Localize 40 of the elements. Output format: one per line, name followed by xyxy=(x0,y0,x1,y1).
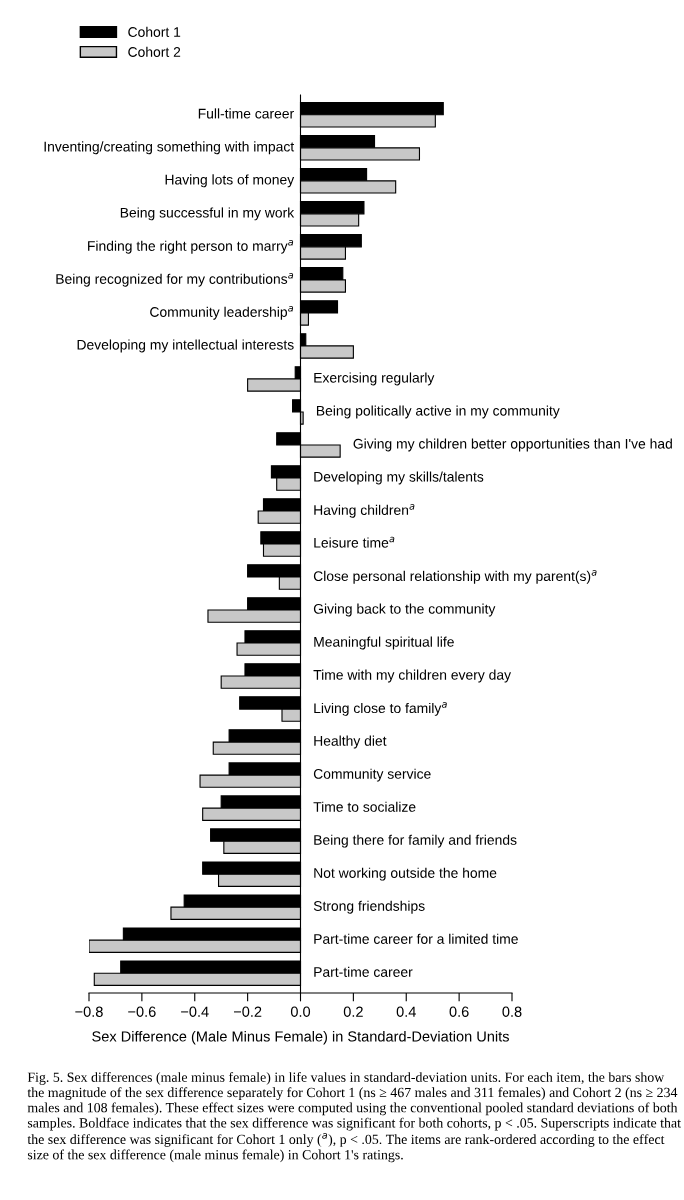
legend-label: Cohort 1 xyxy=(128,26,181,37)
y-tick-label: Inventing/creating something with impact xyxy=(44,141,295,155)
y-tick-label: Part-time career xyxy=(314,966,413,977)
y-tick-label: Leisure time$^{a}$ xyxy=(314,536,395,548)
y-tick-label: Time with my children every day xyxy=(313,669,512,683)
x-tick-label: 0.4 xyxy=(396,1006,416,1017)
x-tick-label: −0.8 xyxy=(75,1006,103,1017)
x-axis-title: Sex Difference (Male Minus Female) in Standard-Deviation Units xyxy=(92,1030,509,1045)
y-tick-label: Having children$^{a}$ xyxy=(314,504,415,518)
caption: Fig. 5. Sex differences (male minus female) in life values in standard-deviation units. For each item, the bars show the magnitude of the sex difference separately for Cohort 1 (ns ≥ 467 males and 311 females) and Cohort 2 (ns ≥ 234 males and 108 females). These effect sizes were computed using the conventional pooled standard deviations of both samples. Boldface indicates that the sex difference was significant for both cohorts, p < .05. Superscripts indicate that the sex difference was significant for Cohort 1 only ($^{a}$), p < .05. The items are rank-ordered according to the effect size of the sex difference (male minus female) in Cohort 1's ratings. xyxy=(27,1072,681,1163)
x-tick-label: −0.2 xyxy=(233,1006,262,1017)
x-tick-label: −0.6 xyxy=(128,1006,156,1017)
y-tick-label: Being recognized for my contributions$^{a}$ xyxy=(56,273,294,287)
x-tick-label: −0.4 xyxy=(181,1006,209,1017)
y-tick-label: Part-time career for a limited time xyxy=(314,933,518,944)
y-tick-label: Living close to family$^{a}$ xyxy=(314,702,447,716)
y-tick-label: Being successful in my work xyxy=(120,207,295,221)
y-tick-label: Community service xyxy=(313,768,431,782)
y-tick-label: Giving back to the community xyxy=(313,603,496,617)
y-tick-label: Finding the right person to marry$^{a}$ xyxy=(88,239,294,254)
y-tick-label: Being there for family and friends xyxy=(314,834,517,848)
y-tick-label: Exercising regularly xyxy=(314,372,435,386)
x-tick-label: 0.8 xyxy=(502,1006,522,1017)
y-tick-label: Strong friendships xyxy=(313,900,425,914)
y-tick-label: Developing my skills/talents xyxy=(314,471,484,485)
x-tick-label: 0.6 xyxy=(449,1006,469,1017)
y-tick-label: Healthy diet xyxy=(314,735,387,749)
y-tick-label: Developing my intellectual interests xyxy=(77,339,294,353)
y-tick-label: Meaningful spiritual life xyxy=(314,636,454,650)
y-tick-label: Giving my children better opportunities than I've had xyxy=(353,438,672,452)
y-tick-label: Time to socialize xyxy=(313,801,416,812)
y-tick-label: Full-time career xyxy=(198,108,294,119)
y-tick-label: Close personal relationship with my parent(s)$^{a}$ xyxy=(313,570,597,584)
y-tick-label: Being politically active in my community xyxy=(316,405,560,419)
y-tick-label: Community leadership$^{a}$ xyxy=(150,306,294,320)
y-tick-label: Having lots of money xyxy=(165,174,295,188)
y-tick-label: Not working outside the home xyxy=(314,867,497,881)
x-tick-label: 0.0 xyxy=(290,1006,311,1017)
x-tick-label: 0.2 xyxy=(343,1006,363,1017)
legend-label: Cohort 2 xyxy=(128,46,181,57)
